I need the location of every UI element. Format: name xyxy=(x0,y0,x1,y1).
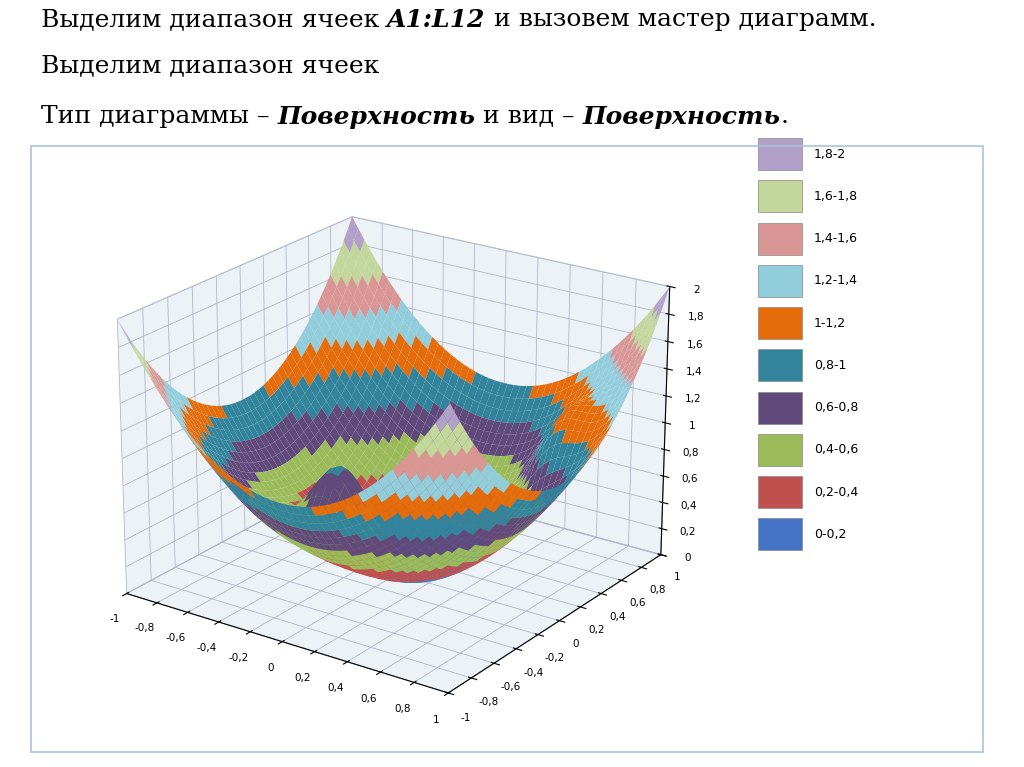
Text: 0,6-0,8: 0,6-0,8 xyxy=(814,401,858,414)
Bar xyxy=(758,476,802,509)
Text: Выделим диапазон ячеек: Выделим диапазон ячеек xyxy=(41,8,387,31)
Bar xyxy=(758,222,802,255)
Text: 0-0,2: 0-0,2 xyxy=(814,528,847,541)
Text: Поверхность: Поверхность xyxy=(278,104,475,129)
Text: 1-1,2: 1-1,2 xyxy=(814,317,846,330)
Bar xyxy=(758,518,802,551)
Bar xyxy=(758,350,802,381)
Bar xyxy=(758,180,802,212)
Text: 1,8-2: 1,8-2 xyxy=(814,147,846,160)
Text: .: . xyxy=(781,104,788,127)
Bar xyxy=(758,392,802,423)
Text: 0,2-0,4: 0,2-0,4 xyxy=(814,486,858,499)
Bar xyxy=(758,265,802,297)
Bar xyxy=(758,307,802,339)
Bar xyxy=(758,434,802,466)
Text: A1:L12: A1:L12 xyxy=(387,8,485,32)
Text: и вызовем мастер диаграмм.: и вызовем мастер диаграмм. xyxy=(485,8,877,31)
Text: 1,2-1,4: 1,2-1,4 xyxy=(814,275,858,288)
Bar xyxy=(758,138,802,170)
Text: Тип диаграммы –: Тип диаграммы – xyxy=(41,104,278,127)
Text: 1,4-1,6: 1,4-1,6 xyxy=(814,232,858,245)
Text: Выделим диапазон ячеек: Выделим диапазон ячеек xyxy=(41,54,387,77)
Text: 1,6-1,8: 1,6-1,8 xyxy=(814,190,858,202)
Text: 0,8-1: 0,8-1 xyxy=(814,359,847,372)
Text: 0,4-0,6: 0,4-0,6 xyxy=(814,443,858,456)
Text: и вид –: и вид – xyxy=(475,104,583,127)
Text: Поверхность: Поверхность xyxy=(583,104,781,129)
